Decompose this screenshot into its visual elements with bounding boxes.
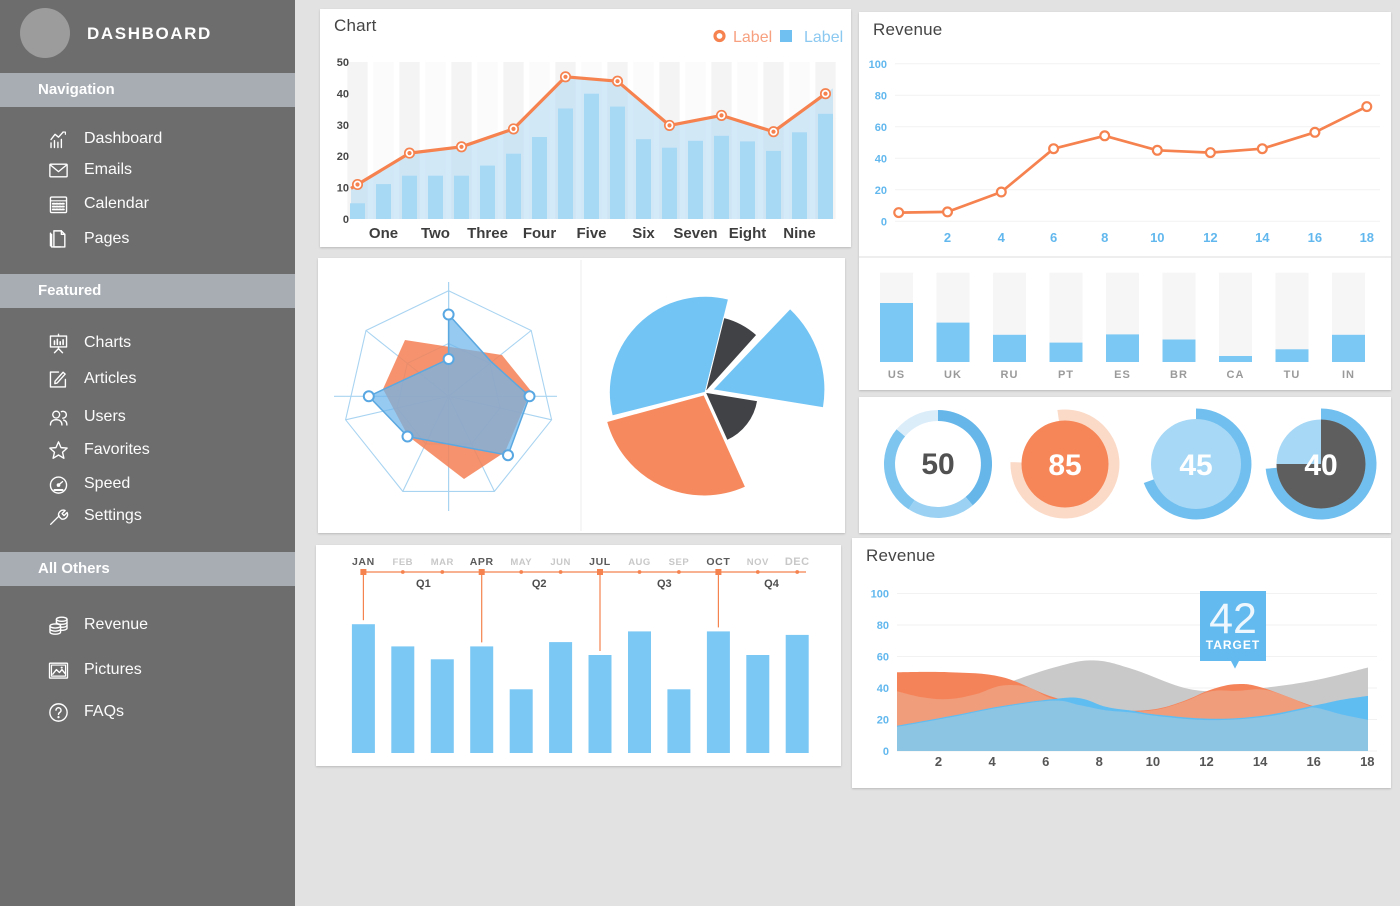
svg-text:16: 16	[1308, 230, 1322, 245]
svg-text:10: 10	[1150, 230, 1164, 245]
svg-text:10: 10	[337, 183, 349, 195]
svg-text:10: 10	[1146, 754, 1160, 769]
svg-text:50: 50	[921, 448, 954, 481]
svg-text:US: US	[888, 369, 905, 381]
svg-text:Q4: Q4	[764, 578, 780, 590]
svg-text:20: 20	[337, 151, 349, 163]
svg-text:TU: TU	[1284, 369, 1301, 381]
svg-text:16: 16	[1306, 754, 1320, 769]
svg-text:40: 40	[1304, 449, 1337, 482]
svg-text:8: 8	[1096, 754, 1103, 769]
svg-text:Seven: Seven	[673, 225, 717, 242]
svg-text:Q2: Q2	[532, 578, 547, 590]
svg-text:18: 18	[1360, 754, 1374, 769]
svg-text:TARGET: TARGET	[1206, 638, 1260, 652]
svg-text:40: 40	[877, 683, 889, 695]
svg-text:30: 30	[337, 120, 349, 132]
svg-text:Nine: Nine	[783, 225, 816, 242]
svg-text:18: 18	[1360, 230, 1374, 245]
svg-text:Label: Label	[733, 29, 772, 46]
svg-text:12: 12	[1203, 230, 1217, 245]
svg-text:Label: Label	[804, 29, 843, 46]
svg-text:20: 20	[875, 185, 887, 197]
svg-text:RU: RU	[1001, 369, 1019, 381]
svg-text:40: 40	[875, 153, 887, 165]
svg-text:4: 4	[998, 230, 1006, 245]
svg-text:DEC: DEC	[785, 556, 810, 568]
svg-text:MAY: MAY	[510, 557, 532, 568]
svg-text:MAR: MAR	[431, 557, 454, 568]
svg-text:Q1: Q1	[416, 578, 431, 590]
svg-text:FEB: FEB	[393, 557, 414, 568]
svg-text:100: 100	[869, 59, 887, 71]
svg-text:42: 42	[1209, 595, 1257, 643]
svg-text:SEP: SEP	[669, 557, 690, 568]
svg-text:0: 0	[343, 214, 349, 226]
svg-text:40: 40	[337, 88, 349, 100]
svg-text:ES: ES	[1114, 369, 1131, 381]
svg-text:Two: Two	[421, 225, 450, 242]
svg-text:6: 6	[1042, 754, 1049, 769]
svg-text:Four: Four	[523, 225, 556, 242]
svg-text:Eight: Eight	[729, 225, 767, 242]
svg-text:Six: Six	[632, 225, 655, 242]
svg-text:100: 100	[871, 589, 889, 601]
svg-text:2: 2	[944, 230, 951, 245]
svg-text:14: 14	[1255, 230, 1270, 245]
svg-text:14: 14	[1253, 754, 1268, 769]
svg-text:12: 12	[1199, 754, 1213, 769]
svg-text:BR: BR	[1170, 369, 1188, 381]
svg-text:OCT: OCT	[706, 556, 730, 568]
svg-text:50: 50	[337, 57, 349, 69]
svg-text:60: 60	[875, 122, 887, 134]
svg-text:85: 85	[1048, 449, 1081, 482]
svg-text:One: One	[369, 225, 398, 242]
svg-text:IN: IN	[1342, 369, 1355, 381]
svg-text:4: 4	[988, 754, 996, 769]
svg-text:CA: CA	[1227, 369, 1245, 381]
svg-text:JAN: JAN	[352, 556, 375, 568]
svg-text:PT: PT	[1058, 369, 1074, 381]
svg-text:6: 6	[1050, 230, 1057, 245]
svg-text:80: 80	[877, 620, 889, 632]
svg-text:JUL: JUL	[589, 556, 611, 568]
svg-text:Q3: Q3	[657, 578, 672, 590]
svg-text:80: 80	[875, 90, 887, 102]
svg-text:0: 0	[883, 746, 889, 758]
svg-text:Five: Five	[576, 225, 606, 242]
svg-text:Three: Three	[467, 225, 508, 242]
svg-text:NOV: NOV	[747, 557, 769, 568]
svg-text:8: 8	[1101, 230, 1108, 245]
svg-text:JUN: JUN	[550, 557, 571, 568]
svg-text:UK: UK	[944, 369, 962, 381]
svg-text:0: 0	[881, 216, 887, 228]
svg-text:APR: APR	[470, 556, 494, 568]
svg-text:45: 45	[1179, 449, 1212, 482]
svg-text:AUG: AUG	[628, 557, 651, 568]
svg-text:2: 2	[935, 754, 942, 769]
svg-text:20: 20	[877, 715, 889, 727]
svg-text:60: 60	[877, 652, 889, 664]
